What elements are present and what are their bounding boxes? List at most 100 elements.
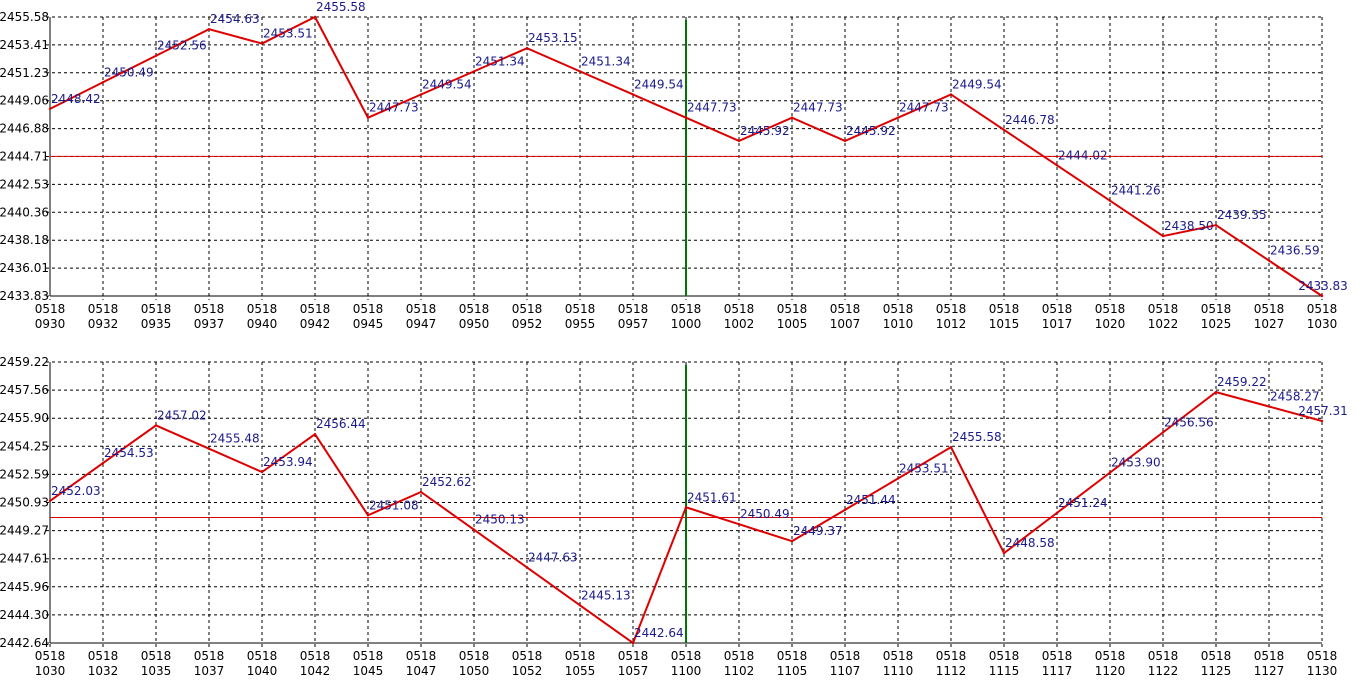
- data-point: [472, 528, 476, 531]
- y-tick-label: 2436.01: [0, 261, 49, 275]
- x-tick-time: 1025: [1201, 317, 1232, 331]
- value-label: 2441.26: [1111, 184, 1161, 198]
- data-point: [366, 514, 370, 517]
- x-tick-time: 1032: [88, 664, 119, 678]
- x-tick-date: 0518: [724, 302, 755, 316]
- y-tick-label: 2433.83: [0, 289, 49, 303]
- x-tick-time: 1120: [1095, 664, 1126, 678]
- x-tick-time: 1020: [1095, 317, 1126, 331]
- x-tick-time: 1125: [1201, 664, 1232, 678]
- value-label: 2455.58: [952, 430, 1002, 444]
- x-tick-date: 0518: [936, 302, 967, 316]
- data-point: [48, 107, 52, 111]
- x-tick-date: 0518: [1148, 649, 1179, 663]
- x-tick-date: 0518: [194, 649, 225, 663]
- x-tick-time: 1052: [512, 664, 543, 678]
- x-tick-time: 1102: [724, 664, 755, 678]
- x-tick-date: 0518: [35, 302, 66, 316]
- x-tick-time: 1000: [671, 317, 702, 331]
- x-tick-time: 1037: [194, 664, 225, 678]
- x-tick-time: 1040: [247, 664, 278, 678]
- x-tick-date: 0518: [512, 302, 543, 316]
- data-point: [1055, 164, 1059, 167]
- x-tick-time: 1047: [406, 664, 437, 678]
- y-tick-label: 2446.88: [0, 122, 49, 136]
- x-tick-time: 1105: [777, 664, 808, 678]
- data-point: [684, 116, 688, 119]
- x-tick-time: 1050: [459, 664, 490, 678]
- value-label: 2458.27: [1270, 389, 1320, 403]
- x-tick-time: 1110: [883, 664, 914, 678]
- data-point: [419, 93, 423, 96]
- value-label: 2451.34: [475, 54, 525, 68]
- value-label: 2445.92: [846, 124, 896, 138]
- y-tick-label: 2444.71: [0, 150, 49, 164]
- data-point: [684, 506, 688, 509]
- x-tick-date: 0518: [618, 649, 649, 663]
- x-tick-time: 0940: [247, 317, 278, 331]
- value-label: 2447.73: [899, 101, 949, 115]
- value-label: 2450.49: [740, 507, 790, 521]
- x-tick-time: 1022: [1148, 317, 1179, 331]
- x-tick-time: 0952: [512, 317, 543, 331]
- chart-panel-1: 2455.58 2453.41 2451.23 2449.06 2446.88 2444.…: [0, 0, 1348, 331]
- x-tick-time: 1005: [777, 317, 808, 331]
- value-label: 2457.31: [1298, 404, 1348, 418]
- value-label: 2444.02: [1058, 148, 1108, 162]
- x-tick-time: 0942: [300, 317, 331, 331]
- x-tick-date: 0518: [936, 649, 967, 663]
- x-tick-time: 1107: [830, 664, 861, 678]
- data-point: [737, 139, 741, 143]
- x-tick-time: 0955: [565, 317, 596, 331]
- value-label: 2457.02: [157, 408, 207, 422]
- x-tick-time: 1010: [883, 317, 914, 331]
- value-label: 2453.90: [1111, 456, 1161, 470]
- y-tick-label: 2452.59: [0, 467, 49, 481]
- value-label: 2450.49: [104, 65, 154, 79]
- x-tick-date: 0518: [141, 302, 172, 316]
- x-tick-date: 0518: [989, 649, 1020, 663]
- data-point: [419, 490, 423, 494]
- x-tick-date: 0518: [247, 302, 278, 316]
- x-tick-date: 0518: [194, 302, 225, 316]
- data-point: [578, 70, 582, 73]
- x-tick-date: 0518: [141, 649, 172, 663]
- data-point: [737, 523, 741, 526]
- x-tick-date: 0518: [1201, 302, 1232, 316]
- x-tick-date: 0518: [300, 649, 331, 663]
- data-point: [631, 641, 635, 645]
- data-point: [843, 508, 847, 512]
- x-tick-date: 0518: [353, 302, 384, 316]
- x-tick-date: 0518: [565, 302, 596, 316]
- x-tick-date: 0518: [671, 649, 702, 663]
- x-tick-date: 0518: [777, 302, 808, 316]
- x-tick-date: 0518: [459, 302, 490, 316]
- x-tick-time: 1055: [565, 664, 596, 678]
- data-point: [1214, 390, 1218, 394]
- x-tick-date: 0518: [565, 649, 596, 663]
- value-label: 2447.73: [369, 101, 419, 115]
- x-tick-date: 0518: [88, 302, 119, 316]
- value-label: 2452.03: [51, 484, 101, 498]
- x-tick-date: 0518: [883, 302, 914, 316]
- y-tick-label: 2440.36: [0, 205, 49, 219]
- data-point: [154, 424, 158, 427]
- x-tick-date: 0518: [459, 649, 490, 663]
- data-point: [207, 447, 211, 450]
- x-tick-date: 0518: [830, 649, 861, 663]
- value-label: 2445.92: [740, 124, 790, 138]
- x-tick-date: 0518: [35, 649, 66, 663]
- data-point: [1161, 431, 1165, 434]
- y-tick-label: 2450.93: [0, 496, 49, 510]
- value-label: 2449.54: [952, 77, 1002, 91]
- value-label: 2451.34: [581, 54, 631, 68]
- value-label: 2452.56: [157, 39, 207, 53]
- data-point: [1320, 294, 1324, 298]
- value-label: 2451.44: [846, 493, 896, 507]
- y-tick-label: 2438.18: [0, 233, 49, 247]
- y-tick-label: 2449.06: [0, 94, 49, 108]
- x-tick-date: 0518: [300, 302, 331, 316]
- value-label: 2459.22: [1217, 375, 1267, 389]
- data-point: [154, 54, 158, 57]
- x-tick-date: 0518: [883, 649, 914, 663]
